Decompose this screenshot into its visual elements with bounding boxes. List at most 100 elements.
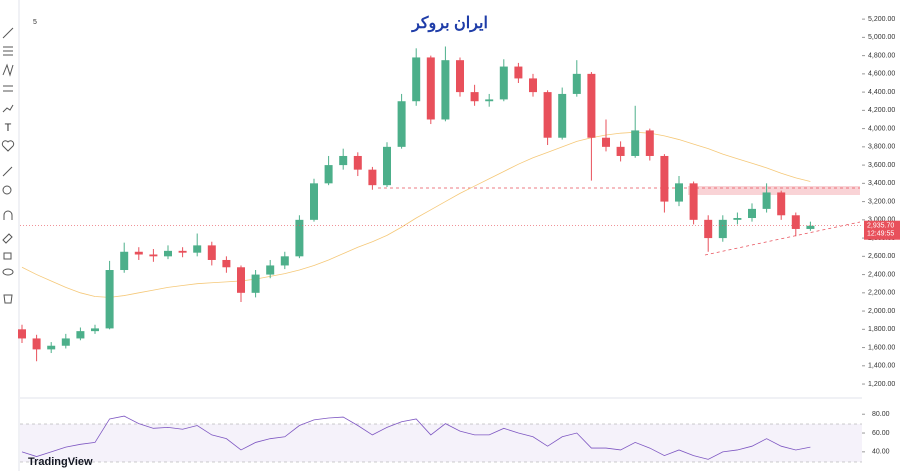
candle-body [178,250,187,253]
price-label: 1,800.00 [868,326,895,333]
price-label: 2,600.00 [868,253,895,260]
price-label: 3,600.00 [868,162,895,169]
candle-body [733,218,742,220]
magnet-tool[interactable] [3,210,13,220]
brush-tool[interactable] [2,104,14,113]
candle-body [397,101,406,147]
price-label: 5,000.00 [868,34,895,41]
candle-body [543,92,552,138]
candle-body [514,66,523,79]
countdown: 12:49:55 [867,231,894,238]
lock-tool[interactable] [3,252,12,260]
price-label: 3,400.00 [868,180,895,187]
candle-body [660,155,669,202]
candle-body [748,208,756,219]
logo: ایران بروکر [411,15,488,33]
candle-body [602,137,610,147]
candle-body [529,78,537,93]
candle-body [120,251,129,271]
price-label: 5,200.00 [868,16,895,23]
candle-body [207,245,216,260]
candle-body [777,192,786,216]
candle-body [32,338,41,350]
zoom-tool[interactable] [2,185,12,195]
price-label: 1,200.00 [868,381,895,388]
price-label: 4,200.00 [868,107,895,114]
candle-body [47,345,56,350]
trend-line [704,221,861,256]
candle-body [353,155,362,170]
candle-body [499,66,508,100]
draw-lock[interactable] [2,233,13,244]
candle-body [266,265,275,275]
candle-body [251,274,260,293]
price-label: 4,600.00 [868,71,895,78]
candle-body [631,130,640,156]
candle-body [485,99,494,102]
candle-body [704,219,713,239]
candle-body [572,73,581,94]
last-price: 2,935.70 [867,223,894,230]
fib-tool[interactable] [3,85,13,92]
price-label: 3,800.00 [868,144,895,151]
measure-tool[interactable] [2,166,13,177]
trend-tool[interactable] [2,27,14,39]
delete-tool[interactable] [3,294,13,304]
pattern-tool[interactable] [2,63,14,77]
candle-body [368,169,377,186]
interval[interactable]: 5 [33,19,37,26]
candle-body [134,251,143,255]
candle-body [324,165,333,184]
candle-body [222,259,231,268]
favorite-tool[interactable] [1,140,15,152]
candle-body [310,183,318,220]
candle-body [616,146,625,156]
price-label: 4,000.00 [868,125,895,132]
candle-body [164,250,172,257]
toolbar: T [1,27,15,304]
candle-body [193,245,202,253]
candle-body [61,338,70,346]
price-label: 2,000.00 [868,308,895,315]
rsi-band [20,424,862,462]
candle-body [76,331,85,339]
price-label: 1,600.00 [868,344,895,351]
candle-body [426,57,435,120]
candle-body [412,57,421,102]
price-label: 3,200.00 [868,198,895,205]
rsi-label: 80.00 [872,411,890,418]
resistance-zone [688,186,860,195]
candle-body [105,270,114,329]
candle-body [456,60,464,93]
candle-body [762,192,771,209]
candle-body [689,183,698,220]
price-label: 3,000.00 [868,217,895,224]
candle-body [149,254,158,257]
brand: TradingView [28,456,93,468]
candle-body [791,215,800,229]
rsi-label: 60.00 [872,430,890,437]
candle-body [675,183,683,202]
candle-body [280,256,289,266]
text-tool[interactable]: T [5,122,12,134]
candle-body [383,146,391,186]
candle-body [645,130,654,156]
candle-body [470,92,479,102]
price-label: 1,400.00 [868,363,895,370]
candle-body [339,155,348,166]
candle-body [441,60,450,120]
candle-body [295,219,304,257]
visibility-tool[interactable] [2,268,14,276]
price-label: 2,400.00 [868,271,895,278]
candle-body [587,73,596,138]
candle-body [806,225,815,229]
candle-body [237,267,245,293]
price-label: 4,800.00 [868,52,895,59]
candle-body [91,328,99,332]
price-label: 2,200.00 [868,290,895,297]
price-label: 4,400.00 [868,89,895,96]
lines-tool[interactable] [3,46,13,56]
rsi-line [21,415,811,460]
candle-body [558,93,567,138]
